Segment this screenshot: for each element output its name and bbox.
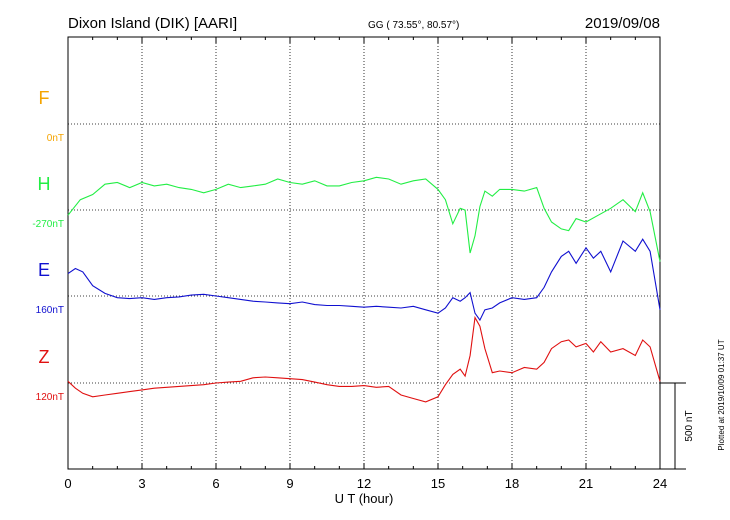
- x-tick-label: 21: [579, 476, 593, 491]
- component-F-name: F: [39, 88, 50, 108]
- component-H-name: H: [38, 174, 51, 194]
- series-line-E: [67, 238, 661, 322]
- x-axis-label: U T (hour): [335, 491, 394, 506]
- x-tick-label: 15: [431, 476, 445, 491]
- series-line-Z: [67, 315, 661, 403]
- grid-layer: [68, 37, 660, 469]
- component-Z-name: Z: [39, 347, 50, 367]
- x-tick-label: 18: [505, 476, 519, 491]
- x-axis: 0 3 6 9 12 15 18 21 24: [64, 37, 667, 491]
- coordinates-label: GG ( 73.55°, 80.57°): [368, 20, 459, 31]
- x-tick-label: 12: [357, 476, 371, 491]
- x-tick-label: 3: [138, 476, 145, 491]
- x-tick-label: 9: [286, 476, 293, 491]
- component-labels: F 0nT H -270nT E 160nT Z 120nT: [32, 88, 64, 403]
- scale-bar-label: 500 nT: [684, 410, 695, 441]
- plotted-timestamp: Plotted at 2019/10/09 01:37 UT: [717, 339, 726, 450]
- station-title: Dixon Island (DIK) [AARI]: [68, 15, 237, 32]
- component-E-name: E: [38, 260, 50, 280]
- component-F-baseline: 0nT: [47, 133, 64, 144]
- component-Z-baseline: 120nT: [36, 392, 64, 403]
- date-label: 2019/09/08: [585, 15, 660, 32]
- x-tick-label: 24: [653, 476, 667, 491]
- series-layer: [67, 176, 661, 403]
- scale-bar: 500 nT: [660, 382, 695, 470]
- series-line-H: [67, 176, 661, 262]
- x-tick-label: 0: [64, 476, 71, 491]
- x-tick-label: 6: [212, 476, 219, 491]
- component-H-baseline: -270nT: [32, 219, 64, 230]
- component-E-baseline: 160nT: [36, 305, 64, 316]
